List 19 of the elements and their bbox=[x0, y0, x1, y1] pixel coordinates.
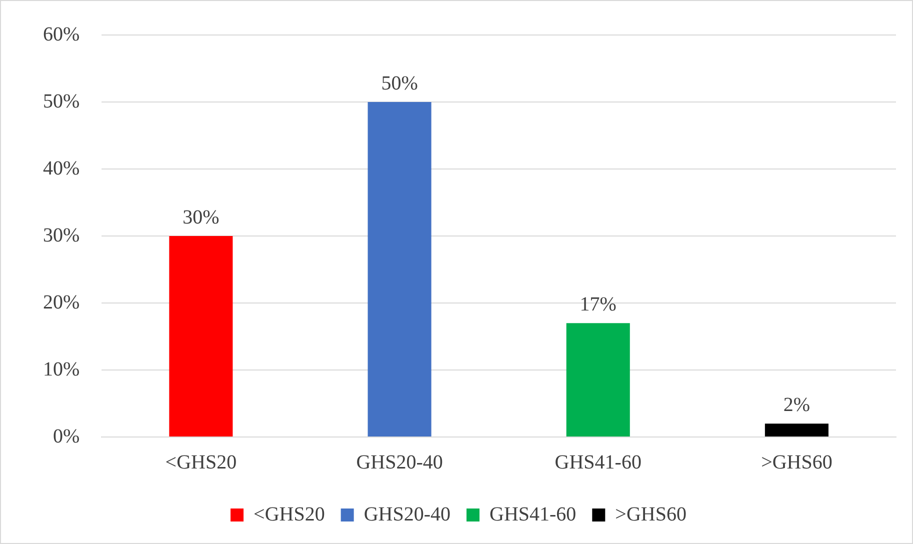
data-label: 2% bbox=[783, 394, 810, 416]
y-tick-label: 60% bbox=[42, 23, 80, 46]
y-tick-label: 0% bbox=[52, 425, 80, 448]
y-tick-label: 50% bbox=[42, 90, 80, 112]
x-tick-label: >GHS60 bbox=[761, 451, 832, 474]
y-tick-label: 30% bbox=[42, 224, 80, 246]
x-tick-label: <GHS20 bbox=[165, 451, 237, 474]
legend-label: <GHS20 bbox=[254, 503, 325, 526]
x-tick-label: GHS20-40 bbox=[356, 451, 443, 474]
y-tick-label: 20% bbox=[42, 291, 80, 314]
data-label: 50% bbox=[381, 72, 418, 94]
y-tick-label: 40% bbox=[42, 157, 80, 180]
y-tick-label: 10% bbox=[42, 358, 80, 380]
legend-label: GHS41-60 bbox=[490, 503, 576, 526]
data-label: 30% bbox=[182, 206, 220, 228]
data-label: 17% bbox=[580, 293, 616, 316]
legend-label: >GHS60 bbox=[615, 503, 686, 526]
x-tick-label: GHS41-60 bbox=[554, 451, 642, 474]
legend-label: GHS20-40 bbox=[364, 503, 450, 526]
